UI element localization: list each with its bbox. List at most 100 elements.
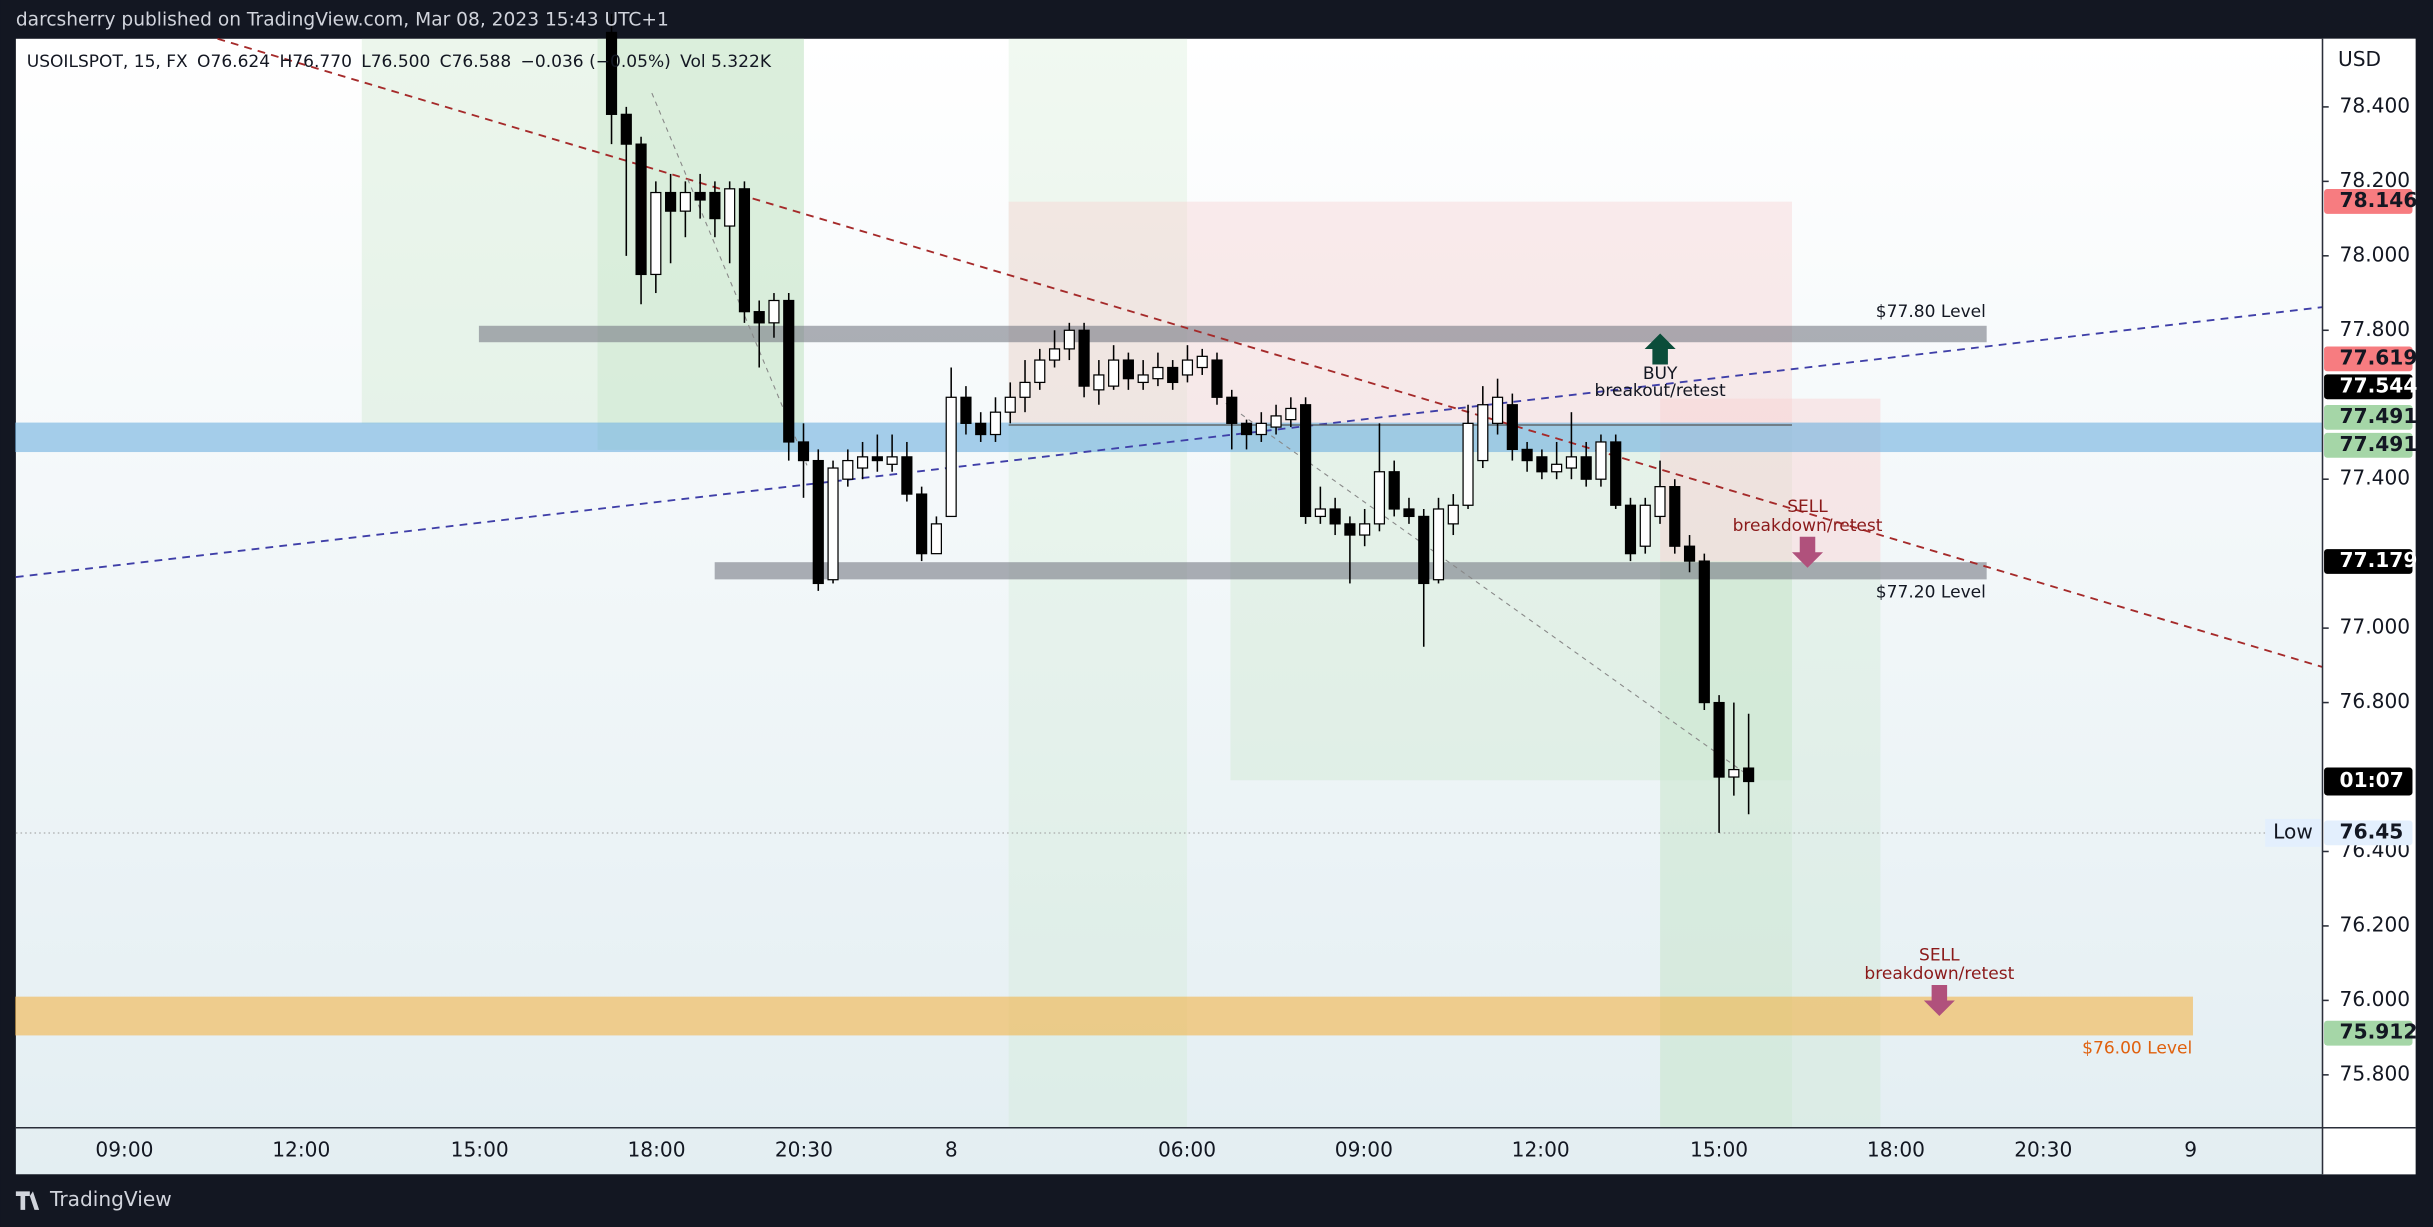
shade [1660,561,1792,1128]
countdown: 01:07 [2340,768,2404,792]
brand: TradingView [49,1187,172,1211]
candle-body [650,191,662,276]
x-tick-label: 12:00 [272,1137,330,1161]
candle-body [1167,366,1179,384]
low-label: Low [2273,819,2313,843]
y-tick-label: 76.000 [2340,987,2411,1011]
price-badge [2324,404,2413,430]
candle-body [1078,329,1090,387]
candle-body [1565,456,1577,469]
candle-body [1152,366,1164,380]
guide-line [1225,402,1749,777]
candle-body [1743,767,1755,783]
trend-line [15,306,2323,578]
legend-item: C76.588 [440,52,512,72]
candle-body [665,191,677,212]
candle-body [930,523,942,555]
buy-label: breakout/retest [1595,381,1726,401]
drawings [15,37,2323,1017]
candle-body [1344,523,1356,536]
candle-body [1624,504,1637,555]
legend-item: Vol 5.322K [680,52,772,72]
candle-body [842,459,854,480]
candle-body [783,299,795,443]
candle-body [989,411,1002,436]
candle-body [975,422,987,436]
candle-body [1551,463,1563,473]
candle-body [1240,422,1253,436]
candle-body [827,467,839,581]
candle-body [1063,329,1075,350]
x-tick-label: 06:00 [1158,1137,1216,1161]
candle-body [1418,515,1430,585]
candle-body [1373,471,1386,525]
y-tick-label: 76.200 [2340,912,2411,936]
price-badge-label: 77.179 [2340,548,2418,572]
logo [15,1191,40,1210]
candle-body [1226,396,1238,424]
price-badge-label: 77.491 [2340,432,2418,456]
candle-body [797,441,810,462]
chart-pane [15,38,2416,1175]
buy-arrow [1644,333,1676,365]
currency: USD [2338,47,2381,71]
candle-body [724,188,736,227]
sell-arrow [1923,985,1955,1017]
x-tick-label: 15:00 [451,1137,509,1161]
candle-body [1329,508,1341,525]
x-tick-label: 18:00 [1867,1137,1925,1161]
y-tick-label: 78.200 [2340,168,2411,192]
level-label: $76.00 Level [2082,1039,2192,1059]
shade [1008,38,1188,1128]
candle-body [901,456,913,495]
price-axis [2322,38,2416,1175]
price-badge [2324,346,2413,372]
sell-label: SELL [1919,946,1960,966]
sell-arrow [1791,536,1824,568]
candle-body [1196,355,1208,369]
x-tick-label: 18:00 [627,1137,685,1161]
price-badge-label: 77.491 [2340,404,2418,428]
guide-line [651,92,808,466]
x-tick-label: 8 [945,1137,958,1161]
candle-body [694,191,706,201]
candle-body [1137,374,1149,384]
price-badge [2324,549,2413,574]
candle-body [605,31,618,115]
legend-item: L76.500 [361,52,430,72]
candle-body [1536,456,1548,473]
candle-body [1314,508,1326,518]
trend-line [217,37,2323,668]
candle-body [1639,504,1651,547]
candle-body [1506,404,1518,451]
y-tick-label: 75.800 [2340,1061,2411,1085]
buy-label: BUY [1643,364,1678,384]
legend-item: USOILSPOT, 15, FX [27,52,188,72]
shade [1230,423,1792,781]
candle-body [1521,448,1533,462]
price-badge [2324,374,2413,400]
candle-body [1004,396,1016,413]
price-badge [2324,1020,2413,1046]
candle-body [1388,471,1400,510]
candle-body [709,191,721,220]
level-label: $77.80 Level [1876,302,1986,322]
level-label: $77.20 Level [1876,583,1986,603]
zone [478,325,1987,343]
candle-body [812,459,824,585]
x-tick-label: 20:30 [775,1137,833,1161]
candle-body [1728,768,1740,778]
legend-item: H76.770 [279,52,351,72]
x-tick-label: 12:00 [1512,1137,1570,1161]
candle-body [1580,456,1592,480]
candle-body [1447,504,1459,525]
candle-body [886,456,898,465]
zone [15,996,2193,1036]
zone [15,422,2324,453]
y-tick-label: 76.800 [2340,689,2411,713]
zone [714,562,1987,580]
price-badge [2324,189,2413,214]
candle-body [679,191,691,212]
candles [605,13,1755,833]
candle-body [1181,359,1194,376]
